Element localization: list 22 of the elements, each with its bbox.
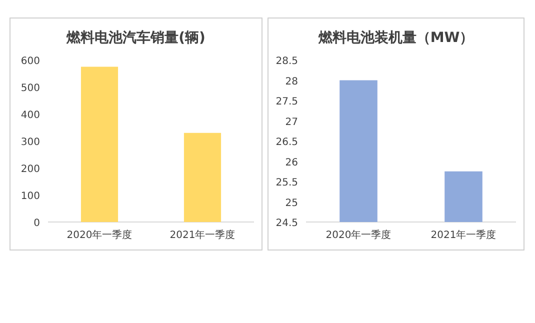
y-tick-label: 25.5 (276, 178, 298, 188)
x-tick-label: 2021年一季度 (170, 229, 236, 241)
chart-title: 燃料电池装机量（MW） (317, 30, 474, 46)
y-tick-label: 27.5 (276, 96, 298, 108)
chart-title: 燃料电池汽车销量(辆) (66, 29, 206, 46)
y-tick-label: 400 (20, 110, 40, 121)
y-tick-label: 25 (285, 198, 298, 209)
y-tick-label: 28.5 (276, 56, 298, 67)
x-tick-label: 2021年一季度 (430, 229, 496, 241)
x-tick-label: 2020年一季度 (66, 229, 132, 241)
y-tick-label: 600 (20, 56, 40, 67)
y-tick-label: 24.5 (276, 218, 298, 229)
y-tick-label: 28 (285, 76, 298, 88)
y-tick-label: 26 (285, 157, 298, 168)
y-tick-label: 200 (20, 164, 40, 175)
y-tick-label: 100 (20, 191, 40, 202)
y-tick-label: 500 (20, 83, 40, 94)
y-tick-label: 0 (34, 218, 40, 229)
y-tick-label: 300 (20, 137, 40, 148)
x-tick-label: 2020年一季度 (326, 229, 392, 241)
y-tick-label: 27 (285, 116, 298, 128)
y-tick-label: 26.5 (276, 137, 298, 148)
